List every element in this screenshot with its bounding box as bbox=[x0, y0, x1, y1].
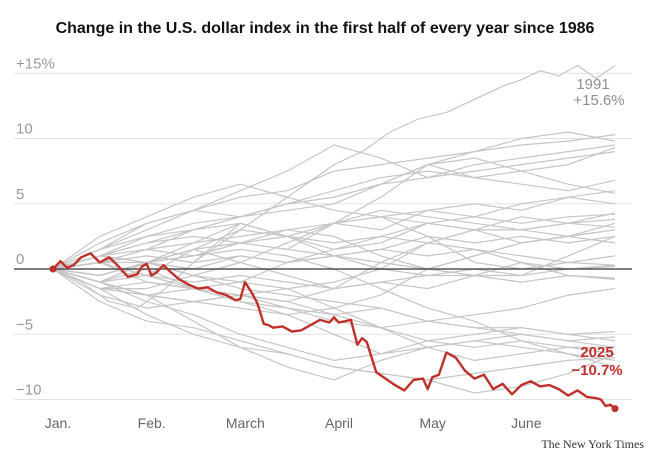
series-line-1987 bbox=[52, 268, 616, 394]
annotation-label: 2025 bbox=[580, 344, 613, 361]
series-line-2012 bbox=[52, 216, 616, 296]
series-line-2020 bbox=[52, 222, 616, 270]
series-line-1996 bbox=[52, 209, 616, 270]
y-tick-label: −10 bbox=[16, 382, 41, 399]
x-tick-label: Feb. bbox=[138, 415, 166, 431]
x-tick-label: June bbox=[511, 415, 542, 431]
series-line-2025 bbox=[52, 252, 616, 410]
y-tick-label: 5 bbox=[16, 186, 24, 203]
credit-line: The New York Times bbox=[541, 437, 644, 451]
series-line-2016 bbox=[52, 261, 616, 329]
series-line-1991 bbox=[52, 64, 616, 309]
series-line-1986 bbox=[52, 268, 616, 381]
y-axis-ticks: +15% 10 5 0 −5 −10 bbox=[16, 55, 55, 398]
start-point bbox=[49, 265, 57, 273]
annotation-label: −10.7% bbox=[571, 362, 622, 379]
x-tick-label: April bbox=[325, 415, 353, 431]
y-tick-label: +15% bbox=[16, 55, 55, 72]
x-axis-ticks: Jan. Feb. March April May June bbox=[45, 415, 542, 431]
series-line-1995 bbox=[52, 268, 616, 381]
x-tick-label: Jan. bbox=[45, 415, 71, 431]
annotation-label: +15.6% bbox=[573, 92, 624, 109]
chart-title: Change in the U.S. dollar index in the f… bbox=[55, 20, 595, 37]
series-line-2010 bbox=[52, 131, 616, 270]
annotation-label: 1991 bbox=[576, 76, 609, 93]
x-tick-label: May bbox=[419, 415, 445, 431]
x-tick-label: March bbox=[226, 415, 265, 431]
gridlines bbox=[14, 72, 632, 400]
y-tick-label: 0 bbox=[16, 251, 24, 268]
series-line-2023 bbox=[52, 248, 616, 290]
annotations: 1991+15.6% 2025−10.7% bbox=[571, 76, 624, 379]
series-line-2004 bbox=[52, 209, 616, 283]
background-series-lines bbox=[52, 64, 616, 394]
series-line-1997 bbox=[52, 134, 616, 270]
end-point bbox=[611, 405, 619, 413]
y-tick-label: 10 bbox=[16, 121, 33, 138]
series-line-1993 bbox=[52, 222, 616, 270]
y-tick-label: −5 bbox=[16, 316, 33, 333]
highlight-series-line bbox=[49, 252, 619, 413]
series-line-2000 bbox=[52, 170, 616, 270]
